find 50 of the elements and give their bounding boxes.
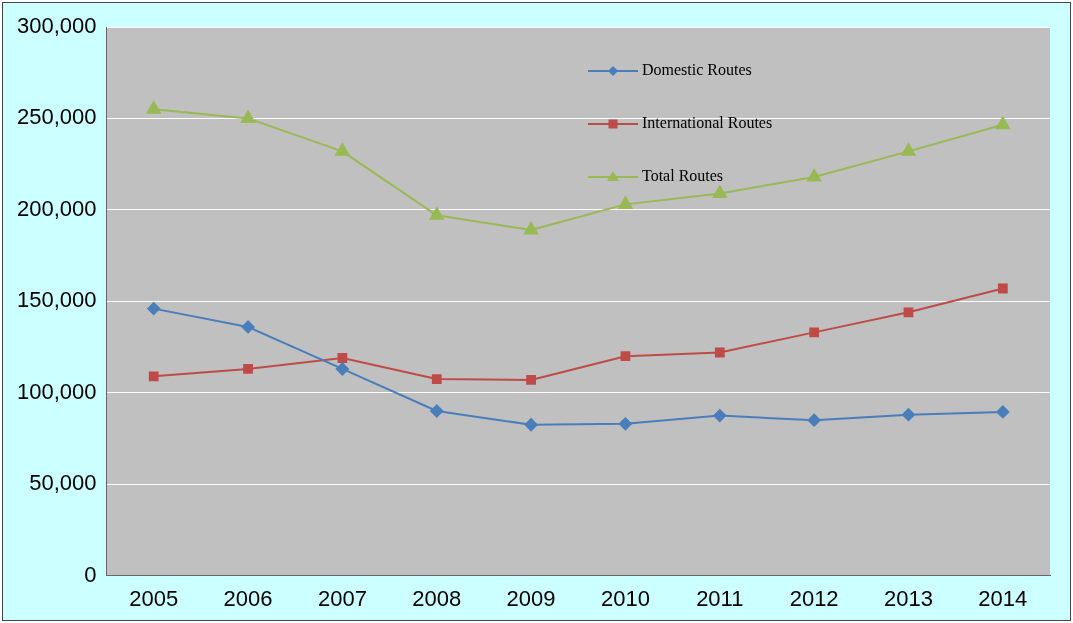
- point: [901, 143, 916, 156]
- point: [997, 283, 1008, 294]
- point: [335, 143, 350, 156]
- point: [429, 207, 444, 220]
- x-tick-label: 2007: [317, 585, 367, 611]
- legend-label: Domestic Routes: [642, 61, 752, 79]
- point: [337, 353, 348, 363]
- point: [809, 327, 820, 338]
- y-tick-label: 100,000: [16, 378, 97, 404]
- y-tick-label: 150,000: [16, 287, 97, 313]
- y-tick-label: 200,000: [16, 195, 97, 221]
- x-tick-label: 2013: [884, 585, 933, 611]
- point: [807, 413, 821, 427]
- y-tick-label: 0: [84, 561, 97, 587]
- x-tick-label: 2006: [223, 585, 273, 611]
- point: [618, 196, 633, 209]
- y-tick-label: 300,000: [16, 13, 97, 39]
- point: [431, 374, 442, 384]
- x-tick-label: 2010: [600, 585, 650, 611]
- point: [618, 417, 632, 431]
- point: [147, 302, 161, 316]
- x-tick-label: 2005: [129, 585, 179, 611]
- point: [995, 116, 1010, 130]
- point: [996, 405, 1010, 419]
- legend-label: Total Routes: [642, 167, 724, 185]
- point: [901, 408, 915, 422]
- point: [524, 418, 538, 432]
- legend-label: International Routes: [642, 114, 773, 132]
- point: [903, 307, 914, 318]
- x-tick-label: 2014: [978, 585, 1028, 611]
- point: [713, 409, 727, 423]
- point: [335, 362, 349, 376]
- point: [524, 221, 539, 235]
- point: [712, 185, 727, 198]
- point: [430, 404, 444, 418]
- point: [714, 347, 725, 358]
- x-tick-label: 2011: [696, 585, 744, 611]
- point: [241, 320, 255, 334]
- y-tick-label: 250,000: [16, 104, 97, 130]
- y-tick-label: 50,000: [29, 470, 97, 496]
- x-tick-label: 2008: [412, 585, 462, 611]
- x-tick-label: 2012: [789, 585, 839, 611]
- point: [620, 351, 631, 362]
- point: [807, 168, 822, 182]
- point: [240, 110, 256, 123]
- x-tick-label: 2009: [506, 585, 556, 611]
- point: [148, 371, 159, 382]
- point: [526, 375, 536, 385]
- point: [243, 364, 253, 374]
- point: [146, 101, 161, 114]
